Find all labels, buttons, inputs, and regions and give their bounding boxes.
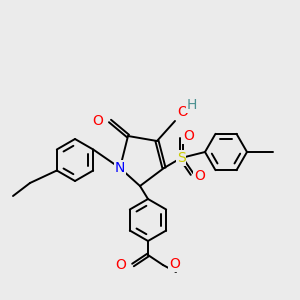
Text: S: S — [177, 151, 185, 165]
Text: O: O — [115, 258, 126, 272]
Text: O: O — [195, 169, 206, 183]
Text: N: N — [115, 161, 125, 175]
Text: H: H — [187, 98, 197, 112]
Text: O: O — [177, 105, 188, 119]
Text: O: O — [184, 129, 194, 143]
Text: O: O — [169, 257, 180, 271]
Text: O: O — [92, 114, 103, 128]
